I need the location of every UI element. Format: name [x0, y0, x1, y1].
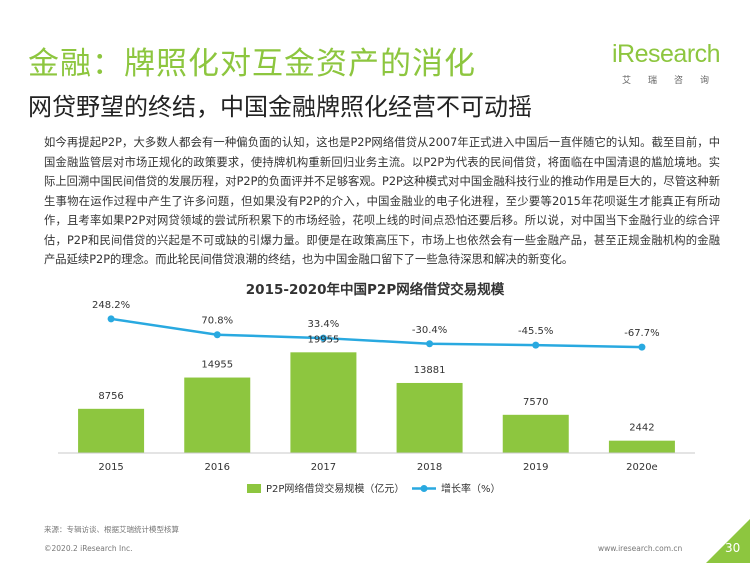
bar-value-label: 2442 [629, 423, 654, 434]
website-url: www.iresearch.com.cn [598, 544, 683, 553]
legend-bar-label: P2P网络借贷交易规模（亿元） [266, 482, 404, 495]
copyright-text: ©2020.2 iResearch Inc. [44, 544, 133, 553]
growth-rate-point [426, 340, 434, 348]
growth-rate-label: 248.2% [92, 300, 130, 311]
bar-value-label: 14955 [201, 360, 233, 371]
growth-rate-point [638, 343, 646, 351]
x-tick-label: 2016 [205, 462, 230, 473]
p2p-chart: 2015-2020年中国P2P网络借贷交易规模 8756 2015 248.2% 14… [58, 281, 695, 495]
source-note: 来源：专辑访谈、根据艾瑞统计模型核算 [44, 525, 179, 534]
iresearch-logo: iResearch 艾瑞咨询 [612, 40, 724, 90]
legend-bar-swatch [247, 484, 261, 493]
growth-rate-line [110, 317, 642, 349]
growth-rate-label: 70.8% [201, 316, 233, 327]
bar-value-label: 13881 [414, 365, 446, 376]
page-subtitle: 网贷野望的终结，中国金融牌照化经营不可动摇 [28, 93, 532, 121]
growth-rate-label: -45.5% [518, 326, 553, 337]
growth-rate-point [319, 334, 327, 342]
legend-line-label: 增长率（%） [441, 482, 501, 495]
growth-rate-point [213, 331, 221, 339]
page-number: 30 [725, 541, 741, 555]
x-tick-label: 2019 [523, 462, 548, 473]
bar-value-label: 8756 [98, 391, 123, 402]
legend-line-marker [420, 485, 428, 492]
bar-value-label: 19955 [308, 334, 340, 345]
x-tick-label: 2020e [626, 462, 658, 473]
growth-rate-point [532, 341, 540, 349]
bar [184, 377, 251, 453]
chart-title: 2015-2020年中国P2P网络借贷交易规模 [246, 281, 505, 298]
x-tick-label: 2017 [311, 462, 336, 473]
page-corner-badge [706, 519, 750, 563]
page-title: 金融：牌照化对互金资产的消化 [28, 46, 476, 82]
bar [502, 414, 569, 453]
bar [78, 408, 145, 453]
bar [396, 382, 463, 453]
bar [290, 352, 357, 453]
bar-value-label: 7570 [523, 397, 548, 408]
x-tick-label: 2015 [98, 462, 123, 473]
body-paragraph: 如今再提起P2P，大多数人都会有一种偏负面的认知，这也是P2P网络借贷从2007… [44, 136, 720, 266]
logo-chinese-name: 艾瑞咨询 [622, 76, 727, 86]
logo-wordmark: iResearch [612, 40, 721, 68]
bar [608, 440, 675, 453]
growth-rate-label: -67.7% [624, 328, 659, 339]
growth-rate-label: 33.4% [308, 319, 340, 330]
growth-rate-point [107, 315, 115, 323]
growth-rate-label: -30.4% [412, 325, 447, 336]
x-tick-label: 2018 [417, 462, 442, 473]
